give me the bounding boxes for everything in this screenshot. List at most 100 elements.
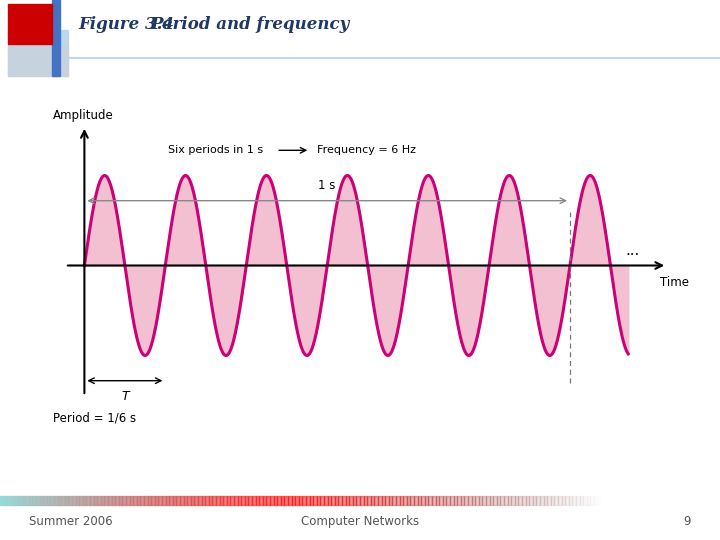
Bar [702,496,706,505]
Bar [212,496,216,505]
Bar [580,496,583,505]
Bar [274,496,277,505]
Bar [493,496,497,505]
Bar [227,496,230,505]
Bar [18,496,22,505]
Bar [619,496,623,505]
Bar [241,496,245,505]
Text: Amplitude: Amplitude [53,109,114,122]
Bar [533,496,536,505]
Bar [83,496,86,505]
Bar [216,496,220,505]
Bar [475,496,479,505]
Bar [659,496,662,505]
Bar [328,496,331,505]
Bar [252,496,256,505]
Bar [601,496,605,505]
Bar [529,496,533,505]
Bar [587,496,590,505]
Bar [641,496,644,505]
Bar [486,496,490,505]
Bar [137,496,140,505]
Bar [443,496,446,505]
Bar [52,0,60,76]
Bar [166,496,169,505]
Bar [490,496,493,505]
Bar [680,496,684,505]
Bar [259,496,263,505]
Bar [353,496,356,505]
Bar [14,496,18,505]
Bar [256,496,259,505]
Bar [32,496,36,505]
Bar [403,496,407,505]
Bar [317,496,320,505]
Bar [695,496,698,505]
Bar [554,496,558,505]
Bar [184,496,187,505]
Bar [378,496,382,505]
Bar [544,496,547,505]
Bar [385,496,389,505]
Bar [187,496,191,505]
Bar [7,496,11,505]
Bar [709,496,713,505]
Bar [436,496,439,505]
Bar [335,496,338,505]
Bar [245,496,248,505]
Bar [360,496,364,505]
Bar [400,496,403,505]
Bar [43,496,47,505]
Bar [144,496,148,505]
Bar [518,496,522,505]
Bar [180,496,184,505]
Bar [644,496,648,505]
Bar [310,496,313,505]
Bar [662,496,666,505]
Bar [176,496,180,505]
Bar [655,496,659,505]
Bar [342,496,346,505]
Bar [54,496,58,505]
Bar [558,496,562,505]
Bar [191,496,194,505]
Bar [439,496,443,505]
Bar [220,496,223,505]
Bar [648,496,652,505]
Bar [479,496,482,505]
Bar [346,496,349,505]
Bar [536,496,540,505]
Bar [68,496,72,505]
Bar [562,496,565,505]
Bar [583,496,587,505]
Bar [526,496,529,505]
Bar [8,4,52,44]
Bar [688,496,691,505]
Bar [608,496,612,505]
Bar [457,496,461,505]
Bar [392,496,396,505]
Bar [324,496,328,505]
Bar [0,496,4,505]
Text: Figure 3.4: Figure 3.4 [78,16,174,32]
Bar [540,496,544,505]
Bar [47,496,50,505]
Text: 1 s: 1 s [318,179,336,192]
Bar [40,496,43,505]
Bar [8,30,68,76]
Bar [508,496,511,505]
Bar [25,496,29,505]
Bar [202,496,205,505]
Bar [612,496,616,505]
Bar [126,496,130,505]
Bar [616,496,619,505]
Bar [565,496,569,505]
Bar [90,496,94,505]
Bar [155,496,158,505]
Bar [428,496,432,505]
Bar [338,496,342,505]
Bar [576,496,580,505]
Bar [472,496,475,505]
Bar [698,496,702,505]
Bar [306,496,310,505]
